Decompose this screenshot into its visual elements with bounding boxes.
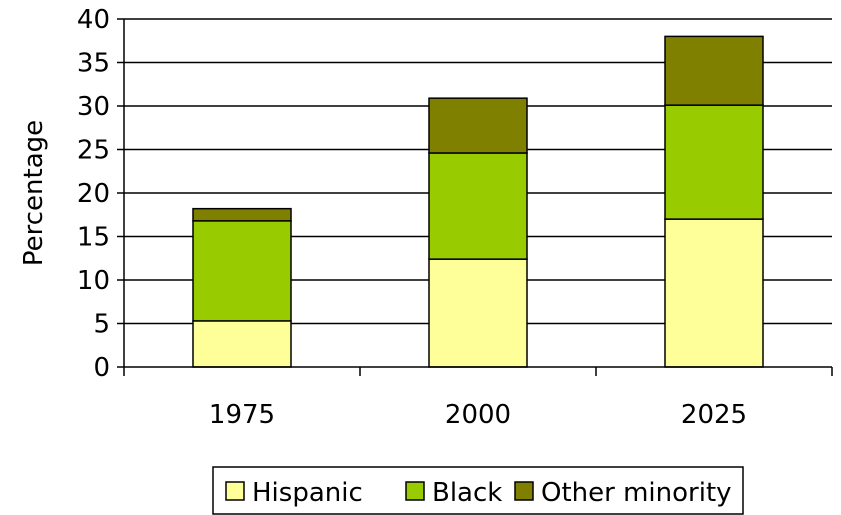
x-tick-label-1975: 1975 bbox=[209, 400, 275, 430]
bar-1975-hispanic bbox=[192, 320, 292, 368]
y-tick-label-10: 10 bbox=[77, 266, 110, 296]
y-tick-label-30: 30 bbox=[77, 92, 110, 122]
legend-box bbox=[212, 466, 744, 515]
bar-2000-hispanic bbox=[428, 258, 528, 368]
y-tick-label-5: 5 bbox=[93, 310, 110, 340]
legend-label-black: Black bbox=[432, 478, 502, 508]
y-tick-label-20: 20 bbox=[77, 179, 110, 209]
legend-label-other-minority: Other minority bbox=[541, 478, 732, 508]
x-tick-label-2025: 2025 bbox=[681, 400, 747, 430]
axes bbox=[117, 18, 833, 376]
bar-2000-black bbox=[428, 152, 528, 260]
legend-label-hispanic: Hispanic bbox=[252, 478, 363, 508]
legend-swatch-black bbox=[405, 481, 425, 501]
bar-2025-black bbox=[664, 104, 764, 220]
legend-swatch-hispanic bbox=[225, 481, 245, 501]
bar-1975-other-minority bbox=[192, 207, 292, 222]
x-tick-label-2000: 2000 bbox=[445, 400, 511, 430]
legend-swatch-other-minority bbox=[514, 481, 534, 501]
legend: Hispanic Black Other minority bbox=[212, 466, 744, 515]
y-tick-label-35: 35 bbox=[77, 49, 110, 79]
y-axis-title: Percentage bbox=[19, 120, 49, 266]
y-tick-label-40: 40 bbox=[77, 5, 110, 35]
y-tick-label-0: 0 bbox=[93, 353, 110, 383]
bar-2025-other-minority bbox=[664, 35, 764, 106]
bar-1975-black bbox=[192, 220, 292, 322]
y-tick-label-25: 25 bbox=[77, 136, 110, 166]
y-tick-label-15: 15 bbox=[77, 223, 110, 253]
bar-2025-hispanic bbox=[664, 218, 764, 368]
bar-2000-other-minority bbox=[428, 97, 528, 154]
bars bbox=[192, 35, 764, 368]
